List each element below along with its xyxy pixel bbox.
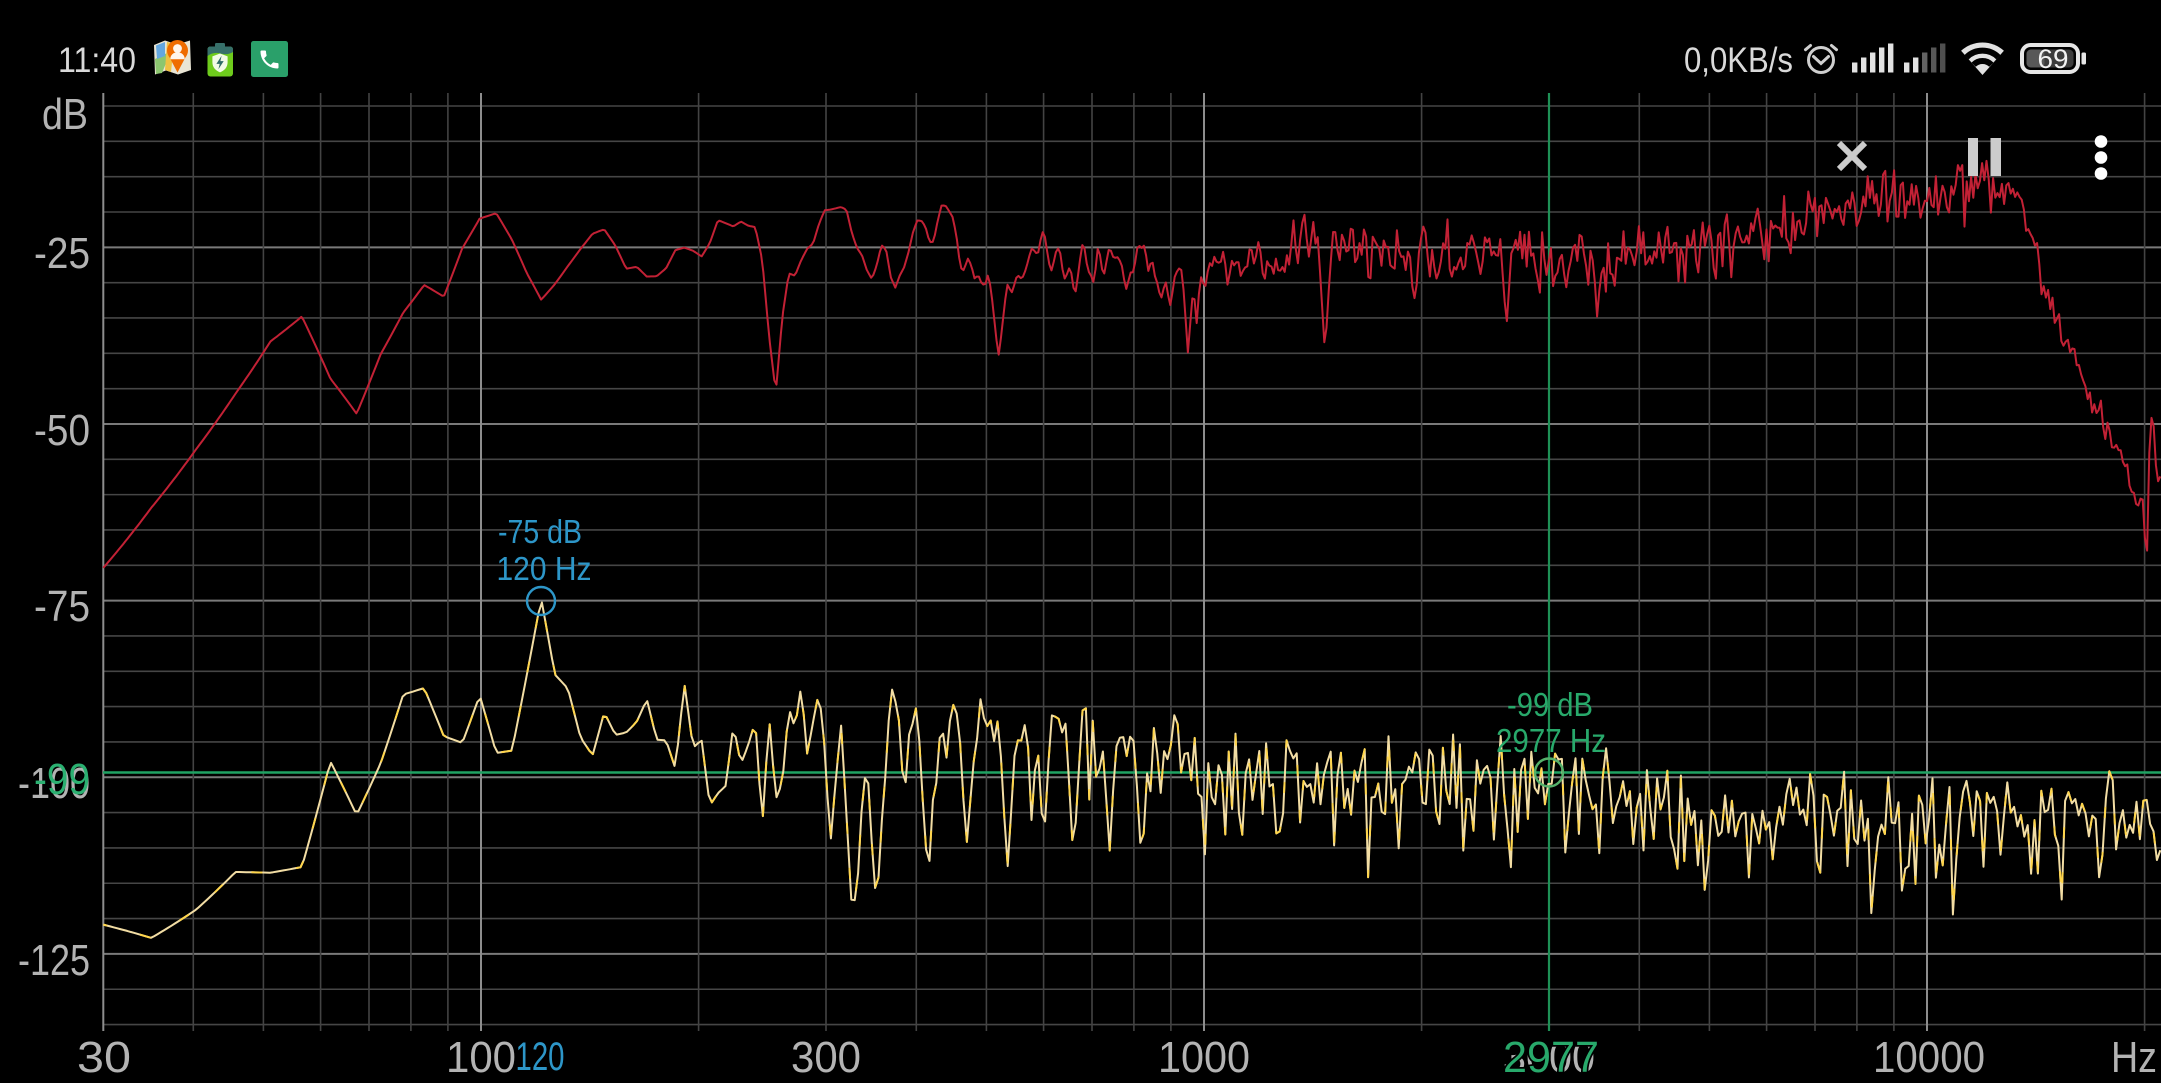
svg-text:100: 100 — [446, 1033, 516, 1078]
svg-text:dB: dB — [42, 90, 88, 139]
svg-text:1000: 1000 — [1158, 1033, 1250, 1078]
svg-text:69: 69 — [2038, 44, 2069, 74]
svg-text:30: 30 — [77, 1033, 131, 1078]
svg-text:10000: 10000 — [1873, 1033, 1985, 1078]
svg-text:-75: -75 — [34, 582, 90, 631]
svg-text:-125: -125 — [18, 936, 90, 985]
svg-text:-75 dB: -75 dB — [498, 513, 582, 550]
svg-text:-99 dB: -99 dB — [1507, 686, 1593, 723]
svg-text:300: 300 — [791, 1033, 861, 1078]
svg-text:120: 120 — [516, 1035, 565, 1078]
svg-text:3000: 3000 — [1503, 1033, 1595, 1078]
svg-text:0,0KB/s: 0,0KB/s — [1684, 41, 1793, 80]
svg-text:-50: -50 — [34, 406, 90, 455]
svg-text:2977: 2977 — [1503, 1033, 1599, 1078]
svg-text:-25: -25 — [34, 229, 90, 278]
svg-text:-100: -100 — [18, 759, 90, 808]
svg-text:11:40: 11:40 — [58, 41, 136, 80]
svg-text:2977 Hz: 2977 Hz — [1496, 722, 1606, 759]
svg-text:120 Hz: 120 Hz — [497, 550, 592, 587]
svg-text:-99: -99 — [34, 755, 90, 804]
svg-text:Hz: Hz — [2111, 1033, 2157, 1078]
